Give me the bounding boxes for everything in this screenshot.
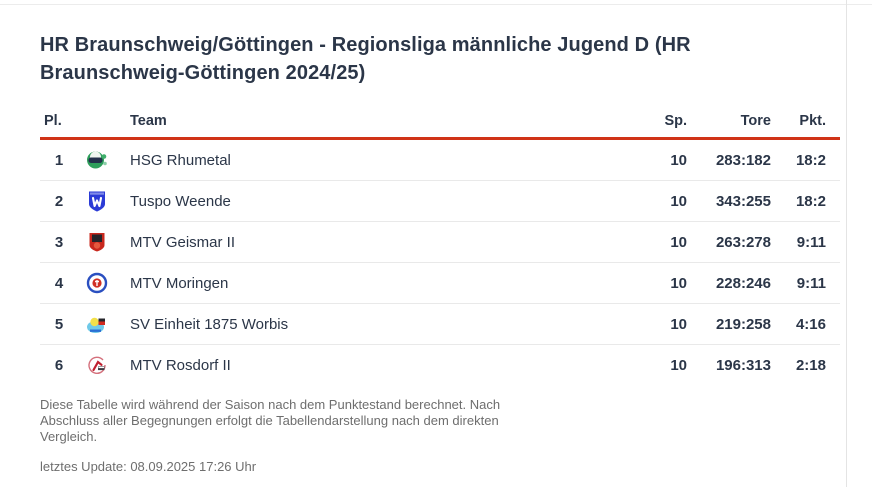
- table-calculation-note: Diese Tabelle wird während der Saison na…: [40, 397, 501, 444]
- rank: 6: [54, 357, 64, 374]
- goal-ratio: 228:246: [715, 274, 771, 292]
- points: 18:2: [795, 151, 826, 169]
- goal-ratio: 219:258: [715, 315, 771, 333]
- team-name: SV Einheit 1875 Worbis: [130, 315, 289, 333]
- hsg-rhumetal-logo: [78, 148, 130, 172]
- team-name: MTV Rosdorf II: [130, 357, 231, 374]
- points: 9:11: [796, 274, 826, 292]
- header-games: Sp.: [664, 112, 687, 129]
- points: 4:16: [795, 315, 826, 333]
- goal-ratio: 343:255: [715, 192, 771, 210]
- rank: 5: [54, 315, 64, 333]
- points: 9:11: [796, 233, 826, 251]
- games-played: 10: [670, 151, 687, 169]
- page-title: HR Braunschweig/Göttingen - Regionsliga …: [40, 34, 691, 84]
- table-row: 3 MTV Geismar II 10 263:278 9:11: [40, 222, 840, 263]
- games-played: 10: [670, 233, 687, 251]
- table-header-row: Pl. Team Sp. Tore Pkt.: [40, 104, 840, 140]
- rank: 4: [54, 274, 64, 292]
- standings-table: Pl. Team Sp. Tore Pkt. 1 HSG Rhumetal 10…: [40, 104, 840, 386]
- table-row: 6 MTV Rosdorf II 10 196:313 2:18: [40, 345, 840, 386]
- header-team: Team: [130, 112, 167, 129]
- points: 18:2: [795, 192, 826, 210]
- table-row: 1 HSG Rhumetal 10 283:182 18:2: [40, 140, 840, 181]
- rank: 1: [54, 151, 64, 169]
- team-name: MTV Geismar II: [130, 233, 236, 251]
- header-goals: Tore: [740, 112, 771, 129]
- mtv-moringen-logo: [78, 271, 130, 295]
- team-name: MTV Moringen: [130, 274, 229, 292]
- goal-ratio: 283:182: [715, 151, 771, 169]
- points: 2:18: [795, 357, 826, 374]
- mtv-rosdorf-logo: [78, 354, 130, 378]
- header-place: Pl.: [44, 112, 62, 129]
- table-row: 4 MTV Moringen 10 228:246 9:11: [40, 263, 840, 304]
- games-played: 10: [670, 274, 687, 292]
- rank: 3: [54, 233, 64, 251]
- header-points: Pkt.: [799, 112, 826, 129]
- table-row: 2 Tuspo Weende 10 343:255 18:2: [40, 181, 840, 222]
- rank: 2: [54, 192, 64, 210]
- games-played: 10: [670, 315, 687, 333]
- goal-ratio: 196:313: [715, 357, 771, 374]
- last-update-text: letztes Update: 08.09.2025 17:26 Uhr: [40, 459, 257, 474]
- mtv-geismar-logo: [78, 230, 130, 254]
- standings-widget: HR Braunschweig/Göttingen - Regionsliga …: [40, 34, 840, 474]
- goal-ratio: 263:278: [715, 233, 771, 251]
- right-divider: [846, 0, 847, 487]
- sv-einheit-worbis-logo: [78, 312, 130, 336]
- games-played: 10: [670, 357, 687, 374]
- top-divider: [0, 4, 872, 5]
- team-name: HSG Rhumetal: [130, 151, 231, 169]
- games-played: 10: [670, 192, 687, 210]
- table-row: 5 SV Einheit 1875 Worbis 10 219:258 4:16: [40, 304, 840, 345]
- tuspo-weende-logo: [78, 189, 130, 213]
- team-name: Tuspo Weende: [130, 192, 231, 210]
